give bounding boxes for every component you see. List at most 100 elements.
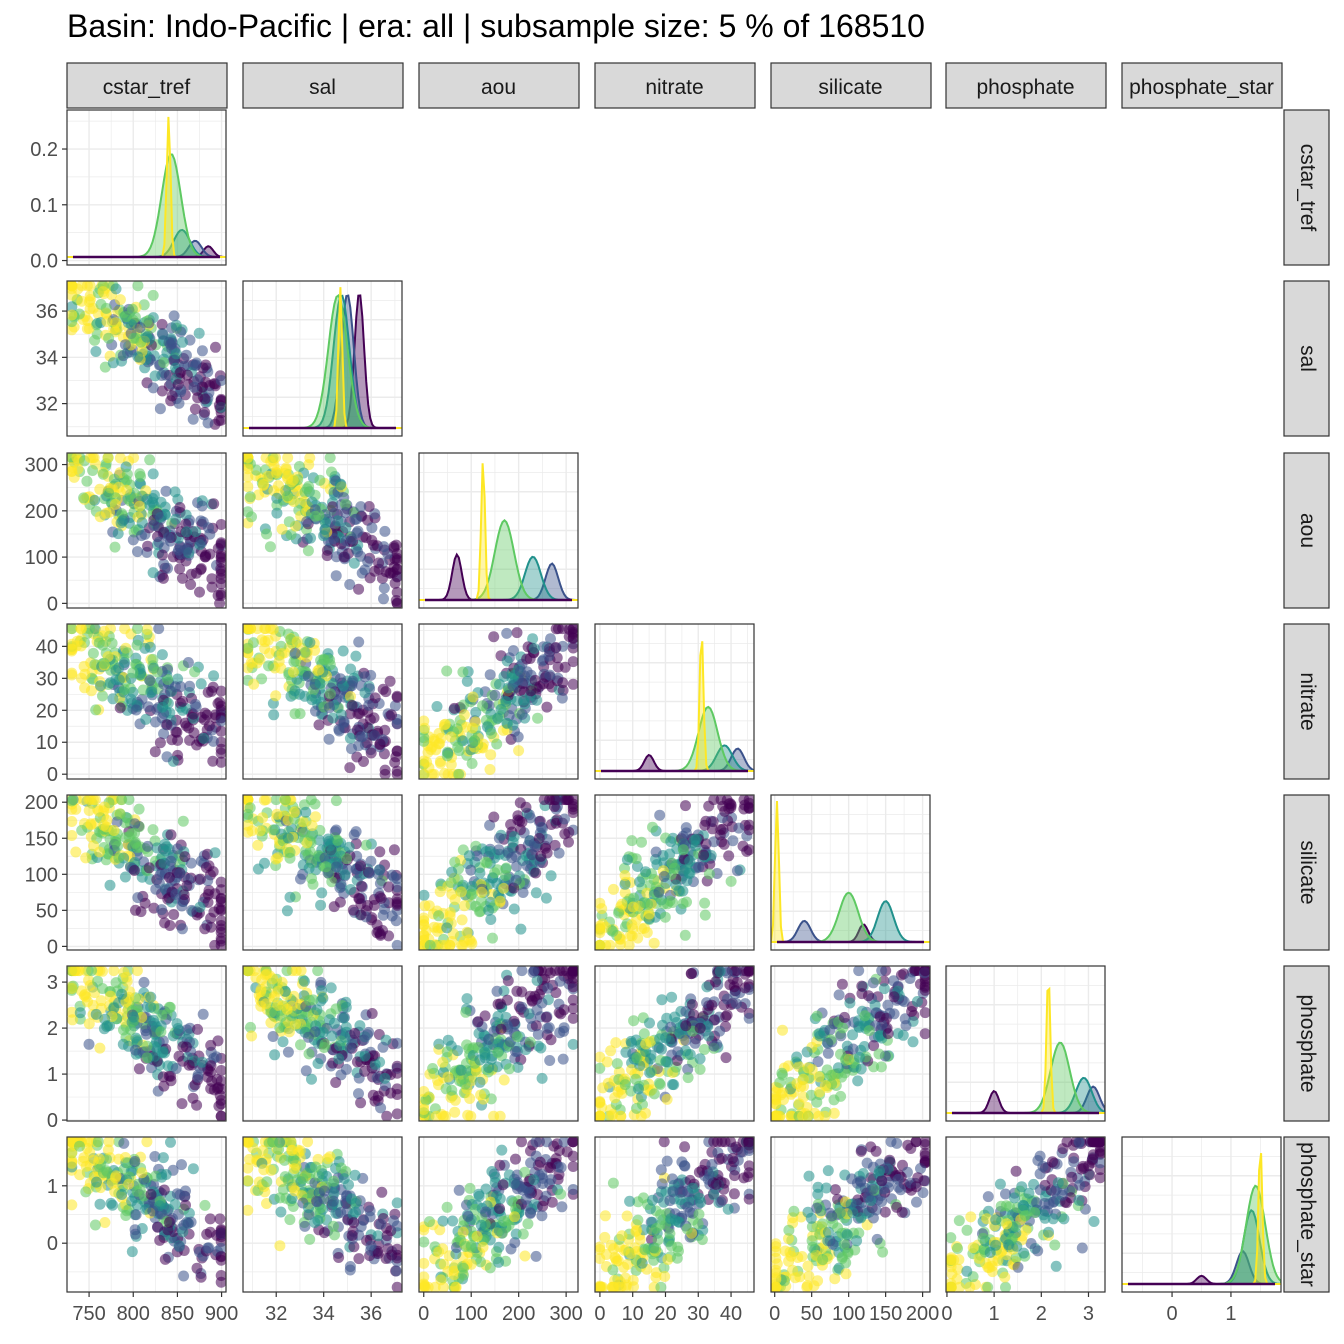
data-point [495,1023,507,1035]
scatter-panel-phosphate_star-vs-cstar_tref: 01 [47,1136,227,1293]
data-point [145,991,157,1003]
data-point [150,1036,162,1048]
data-point [626,1037,638,1049]
data-point [305,830,317,842]
data-point [132,892,144,904]
data-point [332,834,343,846]
data-point [689,840,701,852]
data-point [733,822,745,834]
panel-border [66,452,227,609]
data-point [464,1093,476,1104]
data-point [455,1064,467,1076]
data-point [856,980,868,992]
data-point [156,649,168,661]
data-point [419,1104,430,1115]
scatter-panel-silicate-vs-nitrate [594,794,755,951]
data-point [283,516,295,528]
data-point [445,731,457,743]
data-point [701,981,713,993]
data-point [157,1047,168,1059]
data-point [143,862,155,874]
data-point [355,731,367,743]
data-point [322,833,334,845]
data-point [125,693,137,705]
data-point [440,939,452,950]
data-point [304,637,316,648]
data-point [833,989,845,1001]
data-point [494,895,506,907]
data-point [602,1077,614,1089]
data-point [312,1058,324,1069]
data-point [154,1234,166,1246]
data-point [254,654,266,665]
data-point [131,1036,143,1048]
data-point [686,968,697,980]
data-point [282,490,294,502]
data-point [836,978,848,990]
strip-label: phosphate_star [1129,76,1274,99]
data-point [203,522,214,534]
data-point [137,684,149,696]
data-point [208,670,220,682]
data-point [327,712,339,724]
data-point [517,887,529,898]
data-point [822,1037,834,1049]
data-point [462,1109,474,1121]
data-point [627,923,639,935]
scatter-panel-phosphate-vs-aou [418,965,579,1122]
data-point [532,1028,544,1040]
data-point [175,366,187,378]
data-point [170,1063,182,1074]
data-point [500,862,512,874]
data-point [136,517,148,529]
data-point [631,1052,643,1064]
data-point [610,1037,622,1049]
data-point [363,501,375,512]
data-point [203,1242,215,1254]
data-point [213,903,225,914]
data-point [315,899,327,911]
data-point [110,283,122,295]
data-point [83,1038,95,1050]
data-point [273,655,285,667]
data-point [723,850,735,862]
data-point [118,1137,130,1149]
row-strip-nitrate: nitrate [1283,623,1330,780]
data-point [919,980,930,992]
strip-box [945,62,1107,109]
data-point [170,513,182,525]
data-point [89,494,101,506]
data-point [144,641,156,653]
data-point [467,888,479,900]
data-point [514,666,526,677]
data-point [320,861,332,873]
data-point [616,898,628,910]
data-point [379,764,391,776]
data-point [474,1076,486,1088]
data-point [419,722,431,734]
data-point [612,1086,624,1098]
data-point [334,1040,346,1052]
data-point [303,1048,315,1060]
data-point [156,904,168,916]
data-point [244,802,256,814]
data-point [130,904,141,916]
data-point [180,349,192,361]
data-point [280,464,292,476]
data-point [502,975,514,987]
data-point [359,687,371,699]
data-point [95,995,107,1007]
data-point [142,840,154,852]
data-point [677,898,689,909]
data-point [300,1065,312,1077]
data-point [516,1001,528,1013]
data-point [176,1098,188,1110]
data-point [246,825,258,837]
data-point [195,1271,207,1283]
data-point [595,897,606,909]
data-point [170,888,182,900]
data-point [181,544,193,556]
data-point [377,909,389,921]
data-point [243,463,254,475]
data-point [215,1276,226,1288]
